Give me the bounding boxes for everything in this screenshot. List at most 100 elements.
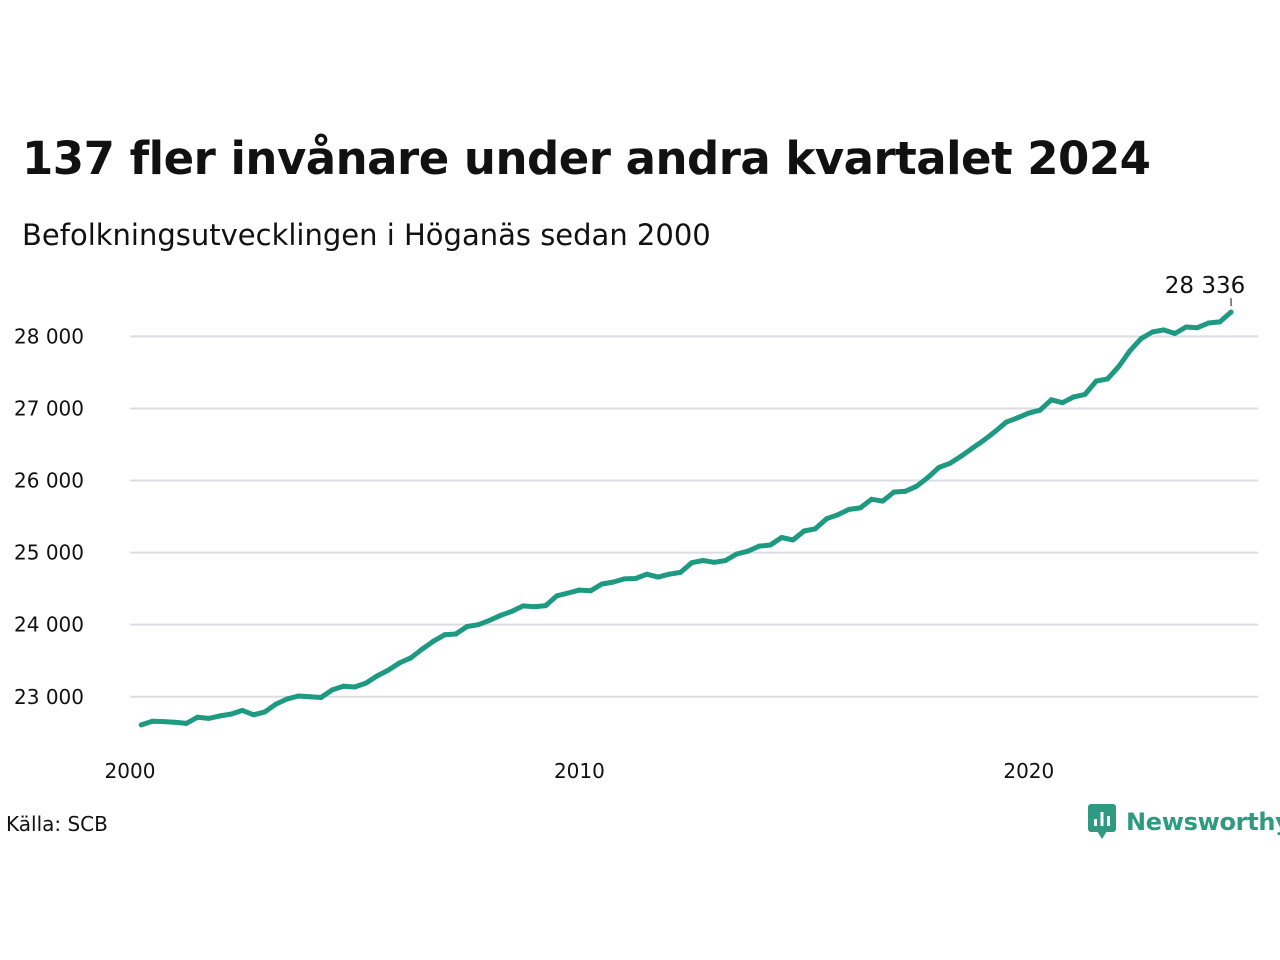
data-point bbox=[655, 574, 661, 580]
y-axis-tick-labels: 23 000 24 000 25 000 26 000 27 000 28 000 bbox=[14, 324, 84, 708]
newsworthy-logo[interactable]: Newsworthy bbox=[1088, 804, 1280, 840]
data-point bbox=[430, 638, 436, 644]
data-point bbox=[869, 496, 875, 502]
data-point bbox=[801, 528, 807, 534]
data-point bbox=[1003, 419, 1009, 425]
data-point bbox=[1194, 325, 1200, 331]
data-point bbox=[1206, 320, 1212, 326]
data-point bbox=[711, 559, 717, 565]
data-point bbox=[183, 720, 189, 726]
data-point bbox=[161, 719, 167, 725]
data-point bbox=[835, 512, 841, 518]
data-point bbox=[1228, 309, 1234, 315]
data-point bbox=[1082, 391, 1088, 397]
brand-name: Newsworthy bbox=[1126, 808, 1280, 836]
data-point bbox=[228, 711, 234, 717]
data-point bbox=[767, 542, 773, 548]
x-axis-tick-labels: 2000 2010 2020 bbox=[105, 759, 1055, 783]
data-point bbox=[913, 483, 919, 489]
data-point bbox=[981, 437, 987, 443]
y-tick-label: 23 000 bbox=[14, 685, 84, 709]
data-point bbox=[644, 571, 650, 577]
data-point bbox=[318, 694, 324, 700]
data-point bbox=[475, 622, 481, 628]
data-point bbox=[1138, 336, 1144, 342]
data-point bbox=[633, 576, 639, 582]
data-point bbox=[576, 587, 582, 593]
data-point bbox=[700, 558, 706, 564]
data-point bbox=[206, 715, 212, 721]
data-point bbox=[554, 593, 560, 599]
chart-title: 137 fler invånare under andra kvartalet … bbox=[22, 132, 1151, 185]
data-point bbox=[1149, 329, 1155, 335]
y-tick-label: 24 000 bbox=[14, 613, 84, 637]
data-point bbox=[1172, 330, 1178, 336]
data-point bbox=[891, 489, 897, 495]
end-value-label: 28 336 bbox=[1165, 273, 1245, 299]
y-tick-label: 26 000 bbox=[14, 469, 84, 493]
data-point bbox=[1037, 407, 1043, 413]
data-point bbox=[340, 683, 346, 689]
data-point bbox=[610, 579, 616, 585]
data-point bbox=[543, 603, 549, 609]
data-point bbox=[1015, 415, 1021, 421]
data-point bbox=[666, 571, 672, 577]
data-point bbox=[1026, 410, 1032, 416]
data-point bbox=[722, 558, 728, 564]
data-point bbox=[509, 608, 515, 614]
data-point bbox=[902, 488, 908, 494]
data-point bbox=[734, 551, 740, 557]
data-point bbox=[464, 623, 470, 629]
data-point bbox=[487, 617, 493, 623]
end-label-layer: 28 336 bbox=[1165, 273, 1245, 307]
data-point bbox=[970, 445, 976, 451]
series-layer bbox=[138, 309, 1234, 728]
data-point bbox=[745, 548, 751, 554]
data-point bbox=[1104, 376, 1110, 382]
data-point bbox=[149, 718, 155, 724]
chart-subtitle: Befolkningsutvecklingen i Höganäs sedan … bbox=[22, 218, 711, 252]
data-point bbox=[936, 465, 942, 471]
data-point bbox=[284, 696, 290, 702]
data-point bbox=[588, 588, 594, 594]
data-point bbox=[138, 722, 144, 728]
series-line bbox=[138, 309, 1234, 728]
data-point bbox=[1217, 319, 1223, 325]
data-point bbox=[846, 506, 852, 512]
data-point bbox=[296, 693, 302, 699]
data-point bbox=[1060, 400, 1066, 406]
data-point bbox=[442, 632, 448, 638]
data-point bbox=[565, 590, 571, 596]
x-tick-label: 2020 bbox=[1003, 759, 1054, 783]
data-point bbox=[194, 714, 200, 720]
data-point bbox=[363, 680, 369, 686]
data-point bbox=[925, 475, 931, 481]
data-point bbox=[947, 460, 953, 466]
data-point bbox=[419, 646, 425, 652]
data-point bbox=[678, 569, 684, 575]
data-point bbox=[599, 581, 605, 587]
data-point bbox=[824, 516, 830, 522]
data-point bbox=[756, 543, 762, 549]
y-tick-label: 28 000 bbox=[14, 324, 84, 348]
data-point bbox=[812, 526, 818, 532]
y-tick-label: 27 000 bbox=[14, 396, 84, 420]
data-point bbox=[453, 631, 459, 637]
data-point bbox=[251, 712, 257, 718]
data-point bbox=[385, 667, 391, 673]
data-point bbox=[262, 709, 268, 715]
data-point bbox=[621, 576, 627, 582]
data-point bbox=[273, 701, 279, 707]
data-point bbox=[880, 498, 886, 504]
data-point bbox=[857, 505, 863, 511]
data-point bbox=[1071, 394, 1077, 400]
data-point bbox=[307, 694, 313, 700]
data-point bbox=[1116, 364, 1122, 370]
data-point bbox=[992, 429, 998, 435]
data-point bbox=[217, 713, 223, 719]
data-point bbox=[239, 707, 245, 713]
data-point bbox=[1183, 324, 1189, 330]
x-tick-label: 2010 bbox=[554, 759, 605, 783]
source-note: Källa: SCB bbox=[6, 812, 108, 836]
